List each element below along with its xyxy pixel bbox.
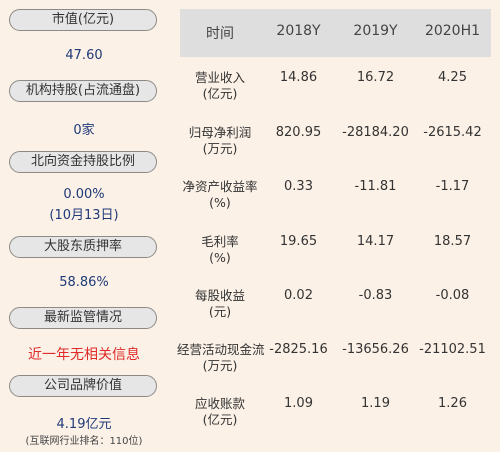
table-cell: 16.72: [356, 70, 395, 85]
brand-rank-note: (互联网行业排名：110位): [25, 436, 143, 447]
row-label-unit: (元): [208, 304, 232, 319]
header-2019: 2019Y: [353, 23, 398, 39]
northbound-ratio-date: (10月13日): [49, 208, 119, 223]
row-label-unit: (%): [209, 195, 231, 210]
row-label-unit: (亿元): [202, 412, 238, 427]
market-cap-value: 47.60: [65, 48, 103, 63]
row-label: 归母净利润 (万元): [180, 125, 260, 157]
row-label-main: 毛利率: [201, 234, 239, 249]
table-cell: 14.86: [279, 70, 318, 85]
northbound-ratio-pill: 北向资金持股比例: [9, 151, 157, 173]
table-cell: -0.08: [435, 288, 470, 303]
table-cell: 1.26: [438, 396, 467, 411]
left-panel: 市值(亿元) 47.60 机构持股(占流通盘) 0家 北向资金持股比例 0.00…: [0, 0, 168, 452]
table-cell: 14.17: [356, 234, 395, 249]
row-label-unit: (%): [209, 250, 231, 265]
table-cell: -21102.51: [419, 342, 486, 357]
northbound-ratio-value: 0.00%: [63, 187, 105, 202]
table-cell: -2615.42: [423, 125, 482, 140]
row-label-main: 营业收入: [194, 70, 245, 85]
row-label: 应收账款 (亿元): [180, 396, 260, 428]
table-cell: -13656.26: [342, 342, 409, 357]
header-time: 时间: [206, 26, 234, 42]
regulation-pill: 最新监管情况: [9, 307, 157, 329]
row-label-main: 归母净利润: [188, 125, 252, 140]
table-cell: 1.09: [284, 396, 313, 411]
table-cell: -11.81: [354, 179, 397, 194]
row-label-unit: (亿元): [202, 86, 238, 101]
table-cell: -2825.16: [269, 342, 328, 357]
table-cell: 4.25: [438, 70, 467, 85]
table-cell: -0.83: [358, 288, 393, 303]
row-label: 营业收入 (亿元): [180, 70, 260, 102]
row-label-unit: (万元): [202, 141, 238, 156]
row-label: 毛利率 (%): [180, 234, 260, 266]
row-label-main: 应收账款: [194, 396, 245, 411]
header-2018: 2018Y: [276, 23, 321, 39]
institution-holding-pill: 机构持股(占流通盘): [9, 80, 157, 102]
table-cell: 0.02: [284, 288, 313, 303]
table-cell: -1.17: [435, 179, 470, 194]
pledge-ratio-pill: 大股东质押率: [9, 236, 157, 258]
regulation-value: 近一年无相关信息: [28, 347, 140, 363]
table-cell: 0.33: [284, 179, 313, 194]
pledge-ratio-value: 58.86%: [59, 275, 109, 290]
row-label: 经营活动现金流 (万元): [177, 342, 265, 374]
table-header: 时间 2018Y 2019Y 2020H1: [180, 9, 491, 57]
brand-value-pill: 公司品牌价值: [9, 375, 157, 397]
brand-value-value: 4.19亿元: [56, 417, 112, 432]
row-label: 每股收益 (元): [180, 288, 260, 320]
table-cell: 820.95: [275, 125, 322, 140]
table-cell: 19.65: [279, 234, 318, 249]
financial-table: 时间 2018Y 2019Y 2020H1 营业收入 (亿元) 14.86 16…: [177, 9, 491, 452]
table-cell: 18.57: [433, 234, 472, 249]
market-cap-pill: 市值(亿元): [9, 9, 157, 31]
institution-holding-value: 0家: [73, 123, 95, 138]
table-cell: 1.19: [361, 396, 390, 411]
row-label: 净资产收益率 (%): [180, 179, 260, 211]
row-label-main: 净资产收益率: [182, 179, 258, 194]
row-label-main: 经营活动现金流: [177, 342, 265, 357]
row-label-unit: (万元): [202, 358, 238, 373]
table-cell: -28184.20: [342, 125, 409, 140]
header-2020h1: 2020H1: [424, 23, 481, 39]
row-label-main: 每股收益: [194, 288, 245, 303]
